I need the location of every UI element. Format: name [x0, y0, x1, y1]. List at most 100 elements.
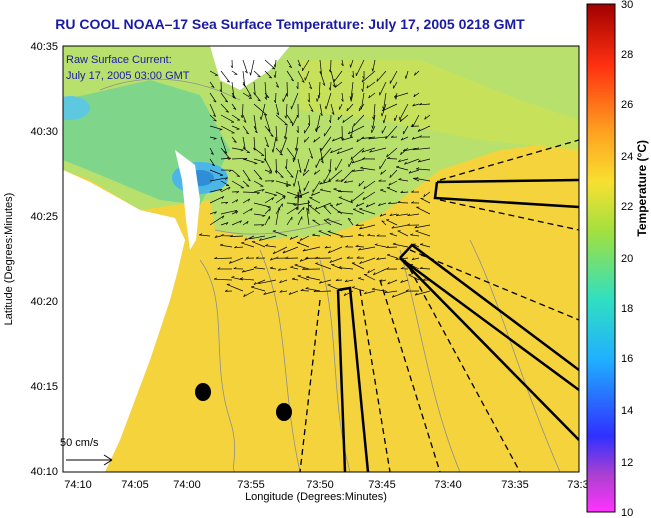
current-vector [359, 257, 376, 264]
current-vector [387, 279, 398, 285]
current-vector-head [400, 190, 404, 193]
current-vector [395, 257, 409, 260]
current-vector [341, 59, 344, 66]
current-vector-head [344, 180, 347, 183]
current-vector [400, 136, 409, 141]
current-vector-head [378, 203, 381, 206]
current-vector [384, 290, 398, 294]
current-vector [412, 114, 420, 128]
current-vector-head [199, 233, 203, 236]
current-vector-head [219, 89, 222, 93]
current-vector [360, 167, 376, 171]
current-vector [323, 169, 332, 183]
current-vector [392, 243, 409, 248]
current-vector-head [299, 237, 302, 241]
current-vector-head [212, 114, 216, 117]
current-vector [286, 158, 288, 170]
current-vector-head [230, 234, 234, 237]
current-vector [330, 81, 332, 91]
current-vector [306, 276, 321, 281]
x-axis-label: Longitude (Degrees:Minutes) [245, 491, 387, 503]
current-vector-head [294, 263, 298, 266]
current-vector [324, 246, 332, 249]
current-vector [231, 114, 241, 121]
current-vector-head [396, 165, 400, 168]
current-vector [242, 59, 248, 74]
current-vector-head [400, 280, 403, 283]
current-vector-head [351, 286, 355, 288]
current-vector-head [371, 287, 375, 290]
current-vector-head [423, 193, 426, 198]
current-vector [296, 242, 310, 248]
current-vector-head [412, 103, 415, 107]
current-vector-head [253, 147, 256, 151]
current-vector [328, 169, 343, 182]
current-vector-head [398, 159, 401, 163]
current-vector [220, 180, 230, 186]
current-vector [386, 219, 398, 226]
current-vector-head [261, 161, 265, 163]
current-vector-head [303, 169, 306, 173]
current-vector [209, 215, 225, 226]
current-vector-head [314, 206, 318, 210]
current-vector-head [222, 215, 225, 219]
current-vector [380, 169, 387, 175]
current-vector-head [330, 150, 333, 154]
current-vector [209, 169, 224, 176]
current-vector [305, 288, 321, 292]
current-vector-head [219, 188, 223, 192]
current-vector-head [355, 223, 359, 226]
current-vector [304, 125, 310, 134]
current-vector [327, 284, 343, 292]
current-vector [329, 158, 332, 173]
current-vector-head [335, 179, 339, 182]
current-vector [280, 136, 288, 153]
current-vector-head [420, 243, 424, 245]
current-vector [231, 136, 237, 143]
current-vector [315, 262, 332, 270]
current-vector-head [210, 152, 214, 155]
colorbar-tick: 14 [621, 405, 633, 417]
current-vector [319, 279, 332, 284]
current-vector [357, 277, 365, 281]
current-vector [264, 147, 267, 162]
current-vector-head [324, 245, 328, 249]
current-vector [300, 290, 310, 292]
current-vector [303, 180, 310, 192]
current-vector [231, 276, 244, 281]
current-vector-head [344, 279, 348, 283]
current-vector-head [314, 171, 316, 175]
current-vector [379, 279, 387, 282]
current-vector-head [263, 292, 267, 295]
current-vector [274, 70, 277, 78]
current-vector-head [258, 281, 261, 284]
current-vector-head [289, 236, 293, 240]
current-vector-head [271, 180, 275, 183]
current-vector-head [224, 177, 228, 180]
current-vector-head [265, 244, 269, 246]
current-vector [388, 202, 398, 205]
current-vector-head [379, 213, 383, 217]
current-vector-head [225, 201, 229, 205]
current-vector [209, 147, 214, 155]
current-vector-head [328, 119, 331, 123]
current-vector [275, 147, 283, 156]
current-vector-head [299, 189, 301, 193]
current-vector [371, 125, 376, 133]
current-vector-head [407, 213, 411, 216]
current-vector-head [220, 233, 224, 237]
current-vector-head [267, 128, 271, 132]
current-vector [400, 279, 409, 283]
current-vector [275, 92, 277, 103]
current-vector [312, 180, 321, 193]
current-vector [332, 136, 343, 142]
current-vector [398, 179, 409, 182]
current-vector-head [253, 266, 257, 269]
current-vector-head [358, 183, 361, 187]
current-vector-head [327, 230, 331, 232]
current-vector [308, 114, 311, 126]
current-vector [242, 81, 252, 97]
current-vector-head [337, 116, 339, 120]
current-vector [330, 70, 336, 88]
current-vector [242, 158, 258, 164]
